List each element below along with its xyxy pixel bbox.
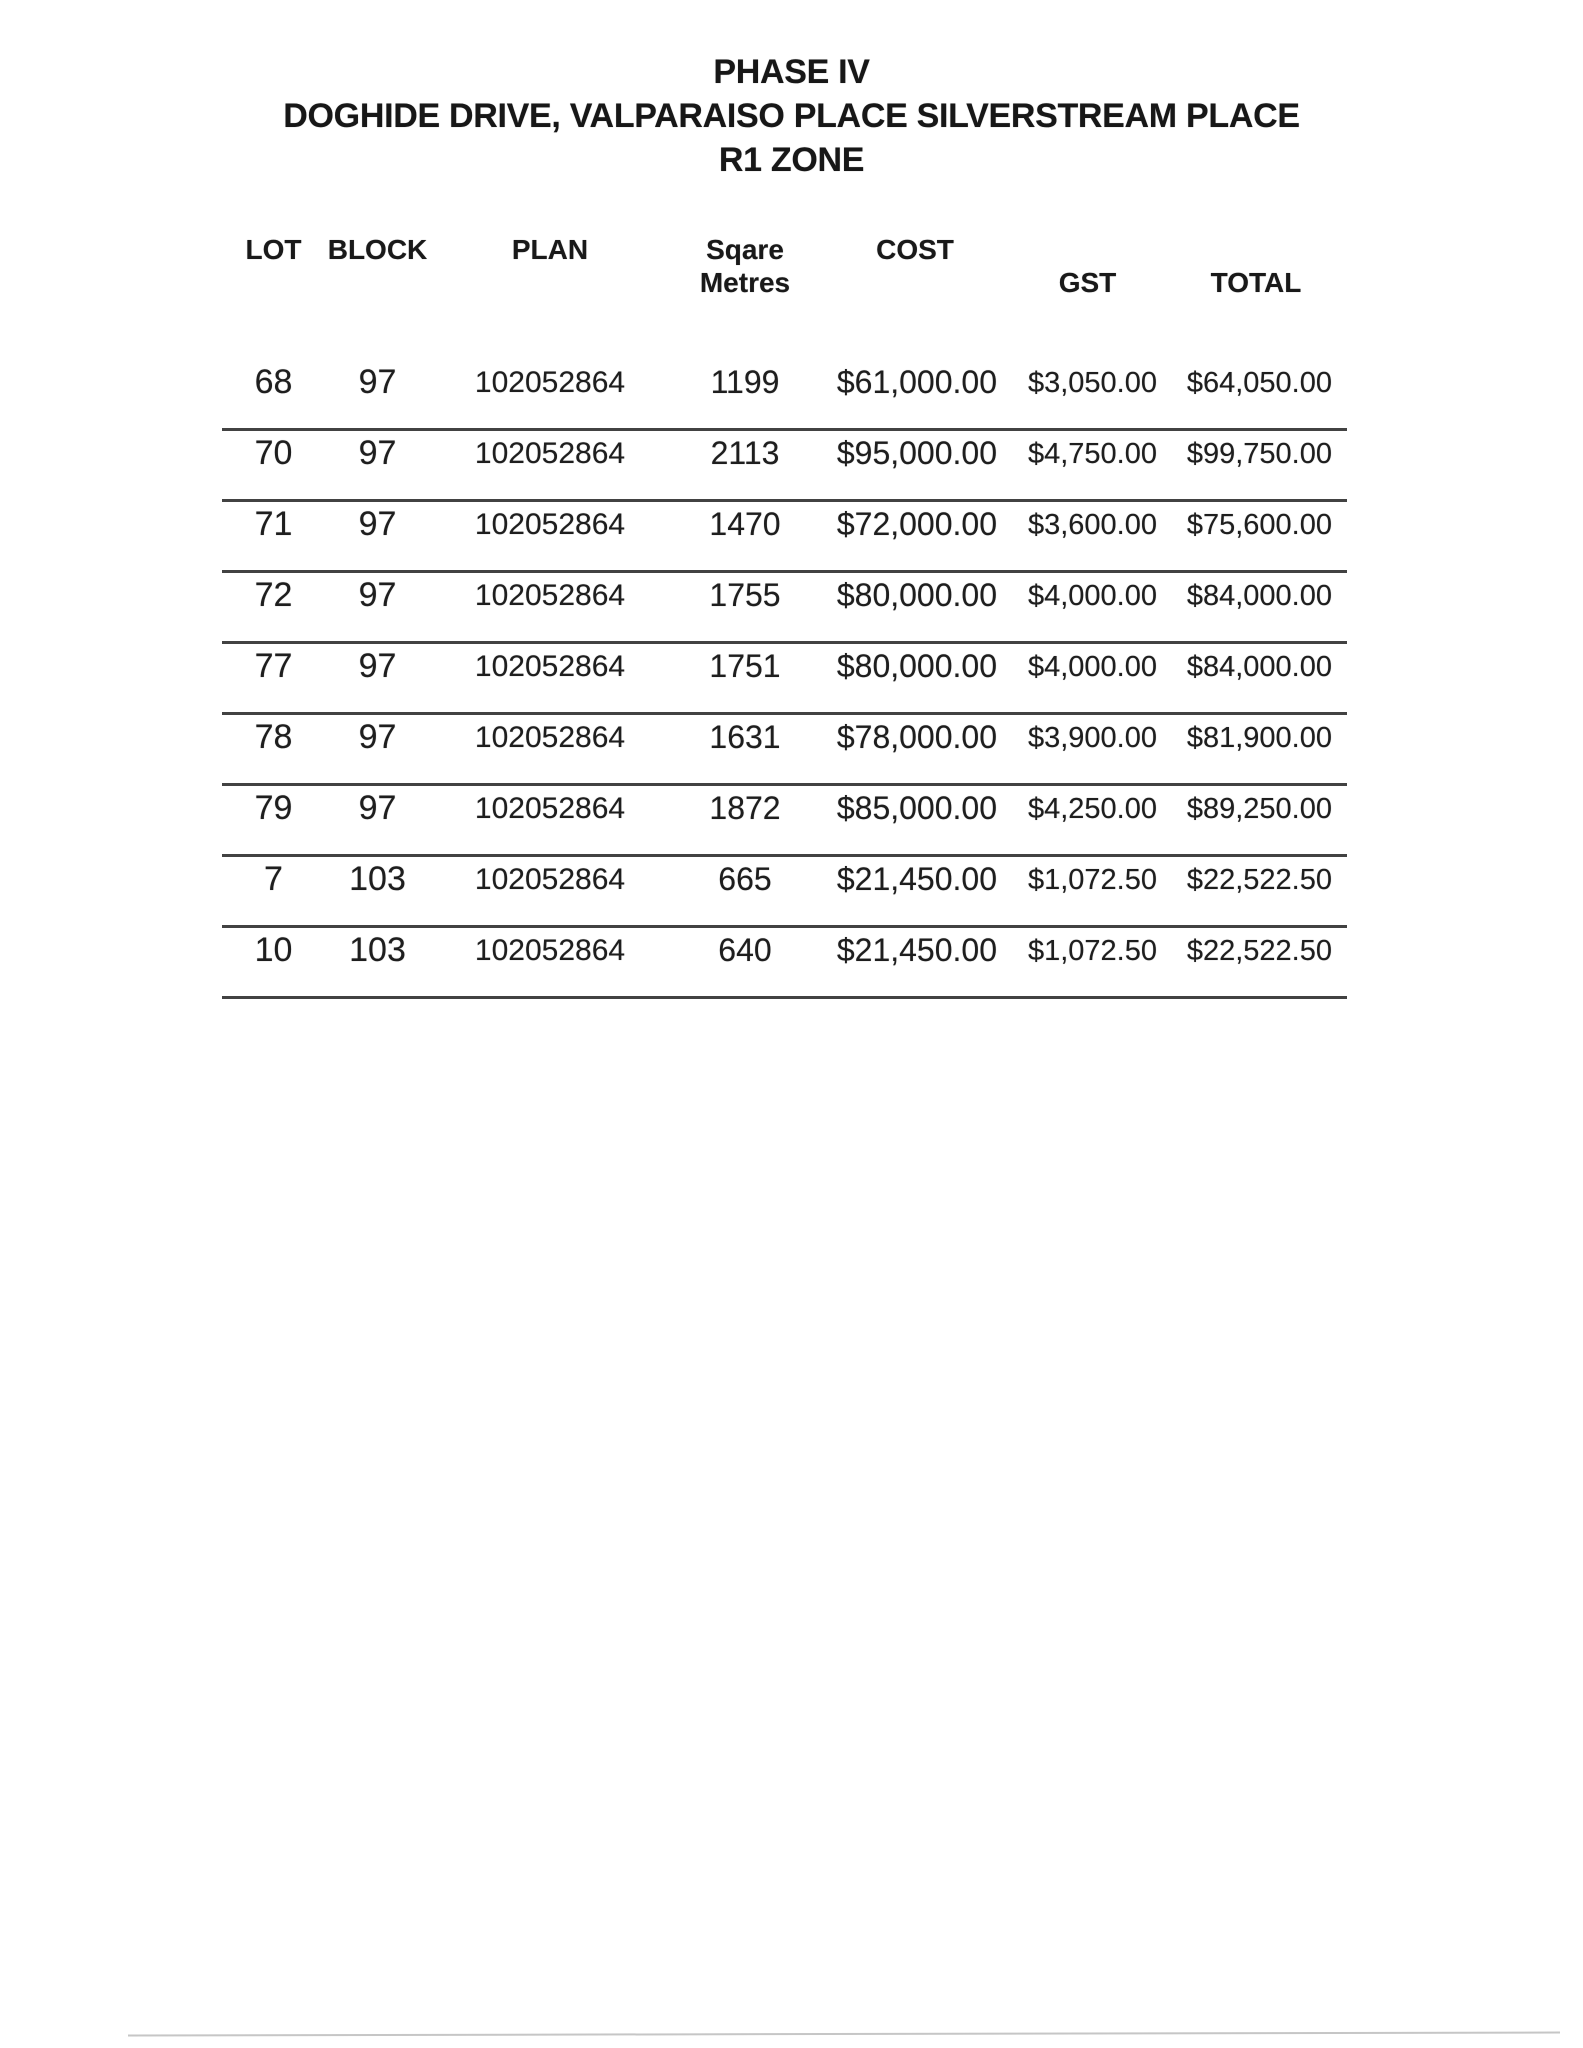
cell-plan: 102052864 [474,650,626,683]
table-row: 68 97 102052864 1199 $61,000.00 $3,050.0… [222,360,1347,431]
cell-plan: 102052864 [474,508,626,541]
cell-square-metres: 2113 [710,435,780,471]
cell-total: $22,522.50 [1186,935,1332,967]
cell-plan: 102052864 [474,792,626,825]
cell-total: $99,750.00 [1186,438,1332,470]
cell-block: 103 [349,860,406,898]
table-row: 71 97 102052864 1470 $72,000.00 $3,600.0… [222,502,1347,573]
title-phase: PHASE IV [713,53,870,91]
cell-square-metres: 665 [718,861,772,897]
header-gst: GST [1058,267,1117,298]
header-square-metres: Sqare Metres [670,233,820,299]
cell-gst: $3,600.00 [1027,509,1157,541]
table-row: 72 97 102052864 1755 $80,000.00 $4,000.0… [222,573,1347,644]
header-square-metres-line2: Metres [699,267,791,298]
cell-gst: $4,250.00 [1027,793,1157,825]
cell-total: $84,000.00 [1186,580,1332,612]
table-row: 10 103 102052864 640 $21,450.00 $1,072.5… [222,928,1347,999]
cell-square-metres: 1631 [709,719,781,755]
cell-cost: $21,450.00 [836,932,997,968]
cell-cost: $61,000.00 [836,364,997,400]
cell-plan: 102052864 [474,863,626,896]
document-title: PHASE IV DOGHIDE DRIVE, VALPARAISO PLACE… [120,50,1463,182]
cell-total: $64,050.00 [1186,367,1332,399]
cell-gst: $1,072.50 [1027,864,1157,896]
title-zone: R1 ZONE [718,141,865,179]
cell-gst: $4,000.00 [1027,651,1157,683]
cell-block: 97 [358,647,397,685]
cell-plan: 102052864 [474,366,626,399]
cell-block: 97 [358,363,397,401]
cell-total: $81,900.00 [1186,722,1332,754]
cell-total: $89,250.00 [1186,793,1332,825]
cell-square-metres: 1470 [709,506,781,542]
table-header-row: LOT BLOCK PLAN Sqare Metres COST GST TOT… [222,233,1347,299]
header-plan: PLAN [511,234,589,265]
cell-cost: $80,000.00 [836,577,997,613]
cell-plan: 102052864 [474,934,626,967]
cell-square-metres: 1872 [709,790,781,826]
cell-block: 97 [358,505,397,543]
title-streets: DOGHIDE DRIVE, VALPARAISO PLACE SILVERST… [283,97,1300,135]
cell-block: 97 [358,718,397,756]
header-block: BLOCK [327,234,428,265]
cell-lot: 72 [254,576,293,614]
header-square-metres-line1: Sqare [706,234,784,265]
cell-cost: $85,000.00 [836,790,997,826]
cell-block: 97 [358,789,397,827]
table-row: 70 97 102052864 2113 $95,000.00 $4,750.0… [222,431,1347,502]
cell-lot: 71 [254,505,293,543]
cell-lot: 77 [254,647,293,685]
table-row: 7 103 102052864 665 $21,450.00 $1,072.50… [222,857,1347,928]
cell-lot: 10 [254,931,293,969]
cell-square-metres: 1751 [709,648,781,684]
header-lot: LOT [245,234,302,265]
cell-plan: 102052864 [474,721,626,754]
cell-cost: $95,000.00 [836,435,997,471]
cell-block: 97 [358,576,397,614]
cell-square-metres: 1755 [709,577,781,613]
header-total: TOTAL [1210,267,1302,298]
table-row: 77 97 102052864 1751 $80,000.00 $4,000.0… [222,644,1347,715]
cell-gst: $1,072.50 [1027,935,1157,967]
cell-plan: 102052864 [474,579,626,612]
cell-cost: $72,000.00 [836,506,997,542]
cell-gst: $3,900.00 [1027,722,1157,754]
cell-gst: $4,000.00 [1027,580,1157,612]
cell-total: $22,522.50 [1186,864,1332,896]
cell-cost: $78,000.00 [836,719,997,755]
cell-square-metres: 1199 [710,364,780,400]
cell-block: 103 [349,931,406,969]
cell-block: 97 [358,434,397,472]
lots-table-body: 68 97 102052864 1199 $61,000.00 $3,050.0… [222,360,1347,999]
cell-plan: 102052864 [474,437,626,470]
table-row: 79 97 102052864 1872 $85,000.00 $4,250.0… [222,786,1347,857]
cell-lot: 70 [254,434,293,472]
table-row: 78 97 102052864 1631 $78,000.00 $3,900.0… [222,715,1347,786]
cell-total: $75,600.00 [1186,509,1332,541]
cell-square-metres: 640 [718,932,772,968]
cell-cost: $21,450.00 [836,861,997,897]
cell-lot: 7 [264,860,283,898]
header-cost: COST [876,234,954,265]
cell-cost: $80,000.00 [836,648,997,684]
cell-lot: 78 [254,718,293,756]
cell-total: $84,000.00 [1186,651,1332,683]
cell-gst: $4,750.00 [1027,438,1157,470]
cell-lot: 79 [254,789,293,827]
cell-lot: 68 [254,363,293,401]
cell-gst: $3,050.00 [1027,367,1157,399]
scan-artifact-line [127,2031,1561,2037]
